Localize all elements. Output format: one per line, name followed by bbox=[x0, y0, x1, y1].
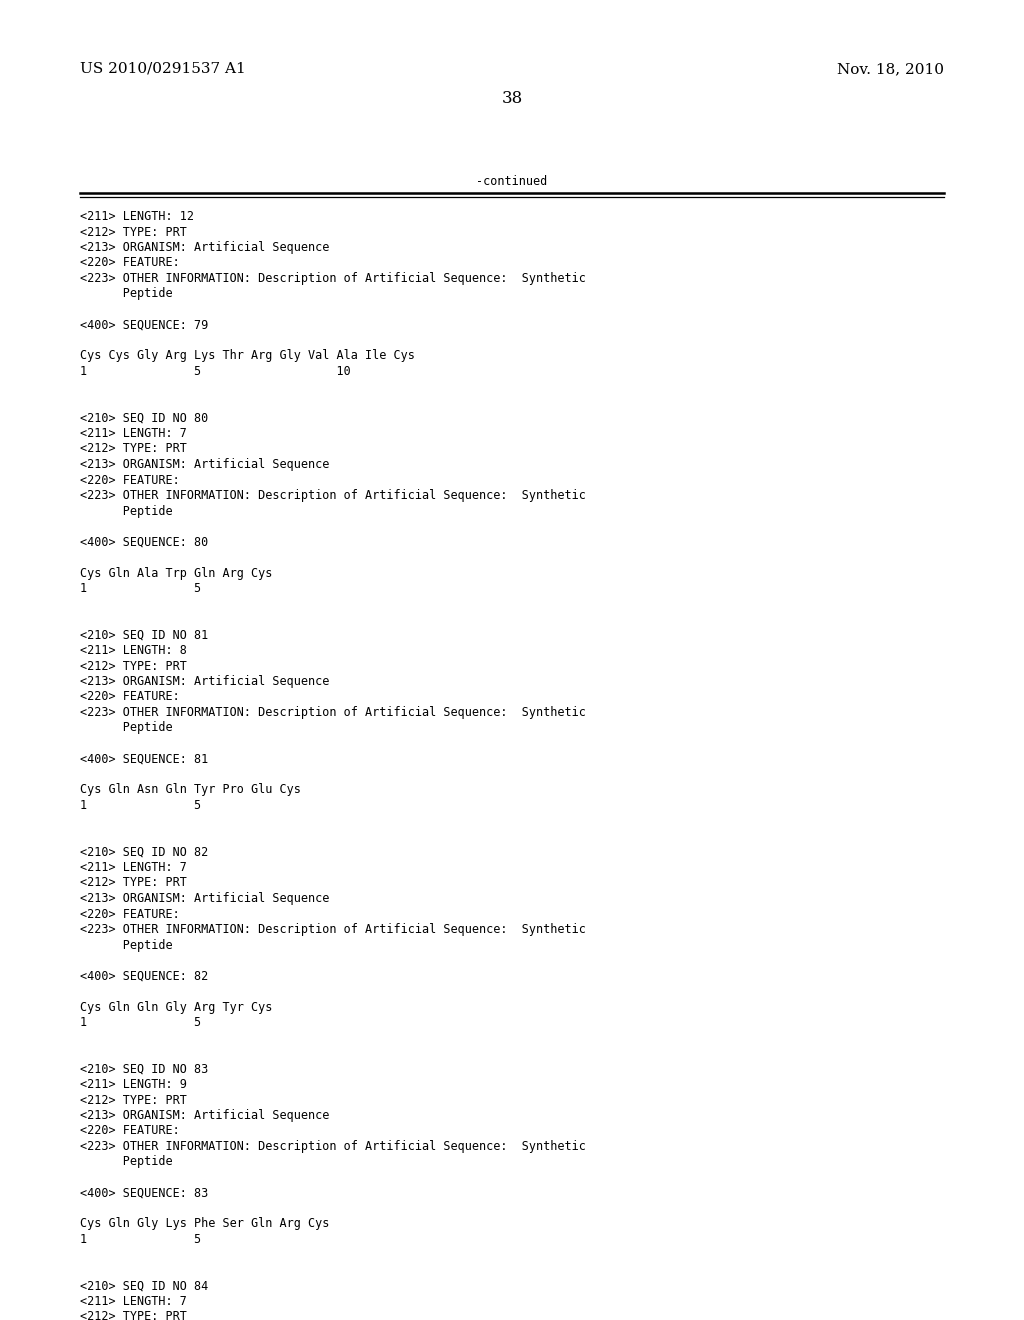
Text: <212> TYPE: PRT: <212> TYPE: PRT bbox=[80, 876, 186, 890]
Text: <212> TYPE: PRT: <212> TYPE: PRT bbox=[80, 442, 186, 455]
Text: -continued: -continued bbox=[476, 176, 548, 187]
Text: <213> ORGANISM: Artificial Sequence: <213> ORGANISM: Artificial Sequence bbox=[80, 675, 330, 688]
Text: <220> FEATURE:: <220> FEATURE: bbox=[80, 1125, 180, 1138]
Text: <220> FEATURE:: <220> FEATURE: bbox=[80, 474, 180, 487]
Text: Cys Gln Ala Trp Gln Arg Cys: Cys Gln Ala Trp Gln Arg Cys bbox=[80, 566, 272, 579]
Text: <213> ORGANISM: Artificial Sequence: <213> ORGANISM: Artificial Sequence bbox=[80, 242, 330, 253]
Text: 38: 38 bbox=[502, 90, 522, 107]
Text: Cys Gln Gly Lys Phe Ser Gln Arg Cys: Cys Gln Gly Lys Phe Ser Gln Arg Cys bbox=[80, 1217, 330, 1230]
Text: <223> OTHER INFORMATION: Description of Artificial Sequence:  Synthetic: <223> OTHER INFORMATION: Description of … bbox=[80, 272, 586, 285]
Text: 1               5: 1 5 bbox=[80, 799, 201, 812]
Text: <213> ORGANISM: Artificial Sequence: <213> ORGANISM: Artificial Sequence bbox=[80, 458, 330, 471]
Text: 1               5: 1 5 bbox=[80, 1016, 201, 1030]
Text: <223> OTHER INFORMATION: Description of Artificial Sequence:  Synthetic: <223> OTHER INFORMATION: Description of … bbox=[80, 488, 586, 502]
Text: Nov. 18, 2010: Nov. 18, 2010 bbox=[837, 62, 944, 77]
Text: Peptide: Peptide bbox=[80, 939, 173, 952]
Text: <210> SEQ ID NO 84: <210> SEQ ID NO 84 bbox=[80, 1279, 208, 1292]
Text: 1               5                   10: 1 5 10 bbox=[80, 366, 351, 378]
Text: Peptide: Peptide bbox=[80, 722, 173, 734]
Text: Cys Cys Gly Arg Lys Thr Arg Gly Val Ala Ile Cys: Cys Cys Gly Arg Lys Thr Arg Gly Val Ala … bbox=[80, 350, 415, 363]
Text: Peptide: Peptide bbox=[80, 504, 173, 517]
Text: <210> SEQ ID NO 80: <210> SEQ ID NO 80 bbox=[80, 412, 208, 425]
Text: <212> TYPE: PRT: <212> TYPE: PRT bbox=[80, 1311, 186, 1320]
Text: <211> LENGTH: 12: <211> LENGTH: 12 bbox=[80, 210, 194, 223]
Text: Cys Gln Gln Gly Arg Tyr Cys: Cys Gln Gln Gly Arg Tyr Cys bbox=[80, 1001, 272, 1014]
Text: US 2010/0291537 A1: US 2010/0291537 A1 bbox=[80, 62, 246, 77]
Text: Peptide: Peptide bbox=[80, 1155, 173, 1168]
Text: <211> LENGTH: 9: <211> LENGTH: 9 bbox=[80, 1078, 186, 1092]
Text: <400> SEQUENCE: 81: <400> SEQUENCE: 81 bbox=[80, 752, 208, 766]
Text: <220> FEATURE:: <220> FEATURE: bbox=[80, 256, 180, 269]
Text: <211> LENGTH: 7: <211> LENGTH: 7 bbox=[80, 426, 186, 440]
Text: <213> ORGANISM: Artificial Sequence: <213> ORGANISM: Artificial Sequence bbox=[80, 1109, 330, 1122]
Text: <210> SEQ ID NO 83: <210> SEQ ID NO 83 bbox=[80, 1063, 208, 1076]
Text: <211> LENGTH: 8: <211> LENGTH: 8 bbox=[80, 644, 186, 657]
Text: 1               5: 1 5 bbox=[80, 582, 201, 595]
Text: <223> OTHER INFORMATION: Description of Artificial Sequence:  Synthetic: <223> OTHER INFORMATION: Description of … bbox=[80, 706, 586, 719]
Text: <220> FEATURE:: <220> FEATURE: bbox=[80, 908, 180, 920]
Text: <400> SEQUENCE: 80: <400> SEQUENCE: 80 bbox=[80, 536, 208, 549]
Text: <212> TYPE: PRT: <212> TYPE: PRT bbox=[80, 226, 186, 239]
Text: <211> LENGTH: 7: <211> LENGTH: 7 bbox=[80, 1295, 186, 1308]
Text: 1               5: 1 5 bbox=[80, 1233, 201, 1246]
Text: <400> SEQUENCE: 82: <400> SEQUENCE: 82 bbox=[80, 969, 208, 982]
Text: <213> ORGANISM: Artificial Sequence: <213> ORGANISM: Artificial Sequence bbox=[80, 892, 330, 906]
Text: <212> TYPE: PRT: <212> TYPE: PRT bbox=[80, 1093, 186, 1106]
Text: Peptide: Peptide bbox=[80, 288, 173, 301]
Text: <210> SEQ ID NO 82: <210> SEQ ID NO 82 bbox=[80, 846, 208, 858]
Text: <211> LENGTH: 7: <211> LENGTH: 7 bbox=[80, 861, 186, 874]
Text: <212> TYPE: PRT: <212> TYPE: PRT bbox=[80, 660, 186, 672]
Text: <400> SEQUENCE: 79: <400> SEQUENCE: 79 bbox=[80, 318, 208, 331]
Text: Cys Gln Asn Gln Tyr Pro Glu Cys: Cys Gln Asn Gln Tyr Pro Glu Cys bbox=[80, 784, 301, 796]
Text: <400> SEQUENCE: 83: <400> SEQUENCE: 83 bbox=[80, 1187, 208, 1200]
Text: <220> FEATURE:: <220> FEATURE: bbox=[80, 690, 180, 704]
Text: <210> SEQ ID NO 81: <210> SEQ ID NO 81 bbox=[80, 628, 208, 642]
Text: <223> OTHER INFORMATION: Description of Artificial Sequence:  Synthetic: <223> OTHER INFORMATION: Description of … bbox=[80, 923, 586, 936]
Text: <223> OTHER INFORMATION: Description of Artificial Sequence:  Synthetic: <223> OTHER INFORMATION: Description of … bbox=[80, 1140, 586, 1152]
